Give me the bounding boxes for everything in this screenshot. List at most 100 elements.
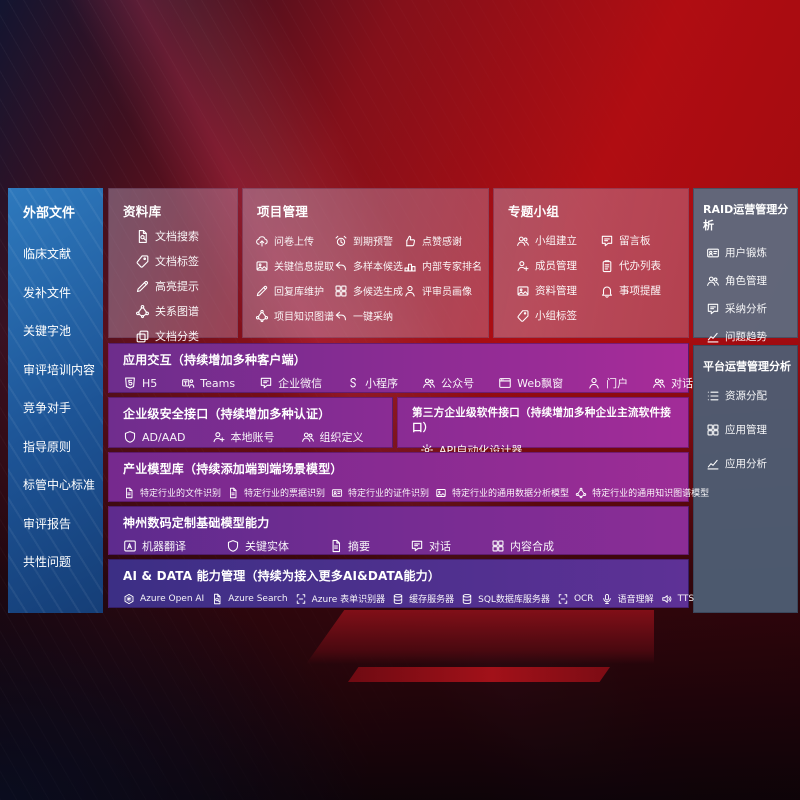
platform-items: 资源分配 应用管理 应用分析 <box>706 388 797 471</box>
topic-groups-items: 小组建立 成员管理 资料管理 小组标签 <box>516 228 684 328</box>
conversation-icon <box>652 376 666 390</box>
feature-item: Web飘窗 <box>498 375 563 391</box>
feature-item: TTS <box>661 593 694 605</box>
resource-list-icon <box>706 389 720 403</box>
feature-label: 关键实体 <box>245 540 289 553</box>
cache-server-icon <box>392 593 404 605</box>
feature-item: 成员管理 <box>516 253 600 278</box>
org-define-icon <box>301 430 315 444</box>
feature-item: 资源分配 <box>706 388 797 403</box>
sidebar-item: 指导原则 <box>23 439 72 454</box>
feature-item: 特定行业的通用数据分析模型 <box>435 486 569 499</box>
raid-items: 用户锻炼 角色管理 采纳分析 问题趋势 <box>706 245 797 344</box>
feature-label: OCR <box>573 593 594 604</box>
feature-item: 企业微信 <box>259 375 322 391</box>
trend-chart-icon <box>706 330 720 344</box>
feature-item: 留言板 <box>600 228 684 253</box>
custom-base-model-title: 神州数码定制基础模型能力 <box>123 516 270 530</box>
feature-item: 应用分析 <box>706 456 797 471</box>
feature-label: 文档标签 <box>155 255 199 268</box>
feature-item: H5 <box>123 376 157 390</box>
feature-item: 缓存服务器 <box>392 592 454 605</box>
sidebar-item: 审评报告 <box>23 516 72 531</box>
feature-label: 公众号 <box>441 377 475 390</box>
sidebar-item: 发补文件 <box>23 285 72 300</box>
photo-folder-icon <box>516 284 530 298</box>
feature-item: 文档搜索 <box>135 228 237 244</box>
feature-label: 特定行业的票据识别 <box>244 489 326 499</box>
role-people-icon <box>706 274 720 288</box>
qa-bubble-icon <box>706 302 720 316</box>
feature-label: 企业微信 <box>278 377 323 390</box>
topic-groups-panel: 专题小组 小组建立 成员管理 资料管理 <box>493 188 689 338</box>
official-account-icon <box>422 376 436 390</box>
speech-mic-icon <box>601 593 613 605</box>
feature-item: 特定行业的票据识别 <box>227 486 325 499</box>
feature-label: H5 <box>142 376 158 390</box>
feature-item: AD/AAD <box>123 430 186 444</box>
feature-item: 代办列表 <box>600 253 684 278</box>
app-grid-icon <box>706 423 720 437</box>
feature-label: 问题趋势 <box>725 331 767 343</box>
feature-label: 角色管理 <box>725 275 767 287</box>
repository-panel: 资料库 文档搜索 文档标签 高亮提示 <box>108 188 238 343</box>
feature-item: 门户 <box>587 375 628 391</box>
cloud-upload-icon <box>255 234 269 248</box>
feature-item: 特定行业的通用知识图谱模型 <box>575 486 709 499</box>
app-chart-icon <box>706 457 720 471</box>
feature-label: Azure Open AI <box>140 593 205 604</box>
custom-base-model-items: 机器翻译 关键实体 摘要 对话 <box>123 538 680 554</box>
feature-label: 内容合成 <box>510 540 554 553</box>
feature-item: 多样本候选 <box>334 253 403 278</box>
feature-label: 资源分配 <box>725 390 767 402</box>
feature-item: OCR <box>557 593 594 605</box>
id-card-icon <box>706 246 720 260</box>
tts-speaker-icon <box>661 593 673 605</box>
sql-database-icon <box>461 593 473 605</box>
feature-item: 对话 <box>652 375 693 391</box>
feature-label: 应用管理 <box>725 424 767 436</box>
security-items: AD/AAD 本地账号 组织定义 <box>123 429 384 445</box>
feature-item: 到期预警 <box>334 228 403 253</box>
feature-item: 关键实体 <box>226 538 289 554</box>
feature-item: 回复库维护 <box>255 278 334 303</box>
feature-item: 文档分类 <box>135 328 237 344</box>
feature-item: 本地账号 <box>212 429 275 445</box>
feature-item: 组织定义 <box>301 429 364 445</box>
feature-label: 资料管理 <box>535 285 577 297</box>
doc-copy-icon <box>135 329 150 344</box>
tag-icon <box>135 254 150 269</box>
feature-label: 特定行业的通用数据分析模型 <box>452 489 570 499</box>
feature-label: 小组标签 <box>535 310 577 322</box>
info-extract-icon <box>255 259 269 273</box>
feature-item: 角色管理 <box>706 273 797 288</box>
feature-item: 一键采纳 <box>334 303 403 328</box>
feature-label: 采纳分析 <box>725 303 767 315</box>
external-files-title: 外部文件 <box>23 206 76 221</box>
feature-item: 事项提醒 <box>600 278 684 303</box>
feature-label: 事项提醒 <box>619 285 661 297</box>
feature-item: 高亮提示 <box>135 278 237 294</box>
feature-item: 采纳分析 <box>706 301 797 316</box>
chat-bubble-icon <box>410 539 424 553</box>
azure-search-icon <box>211 593 223 605</box>
translate-icon <box>123 539 137 553</box>
platform-analysis-title: 平台运营管理分析 <box>703 360 791 373</box>
web-window-icon <box>498 376 512 390</box>
h5-icon <box>123 376 137 390</box>
team-people-icon <box>516 234 530 248</box>
feature-label: 缓存服务器 <box>409 595 455 605</box>
mini-program-icon <box>346 376 360 390</box>
kg-model-icon <box>575 487 587 499</box>
external-files-list: 临床文献 发补文件 关键字池 审评培训内容 竞争对手 指导原则 标管中心标准 审评报告 共性问题 <box>8 245 103 570</box>
industry-model-title: 产业模型库（持续添加端到端场景模型） <box>123 462 343 476</box>
wechat-work-icon <box>259 376 273 390</box>
highlight-pen-icon <box>135 279 150 294</box>
openai-icon <box>123 593 135 605</box>
feature-label: 代办列表 <box>619 260 661 272</box>
feature-item: 评审员画像 <box>403 278 482 303</box>
feature-label: 点赞感谢 <box>422 237 462 248</box>
feature-item: SQL数据库服务器 <box>461 592 550 605</box>
feature-item: 机器翻译 <box>123 538 186 554</box>
